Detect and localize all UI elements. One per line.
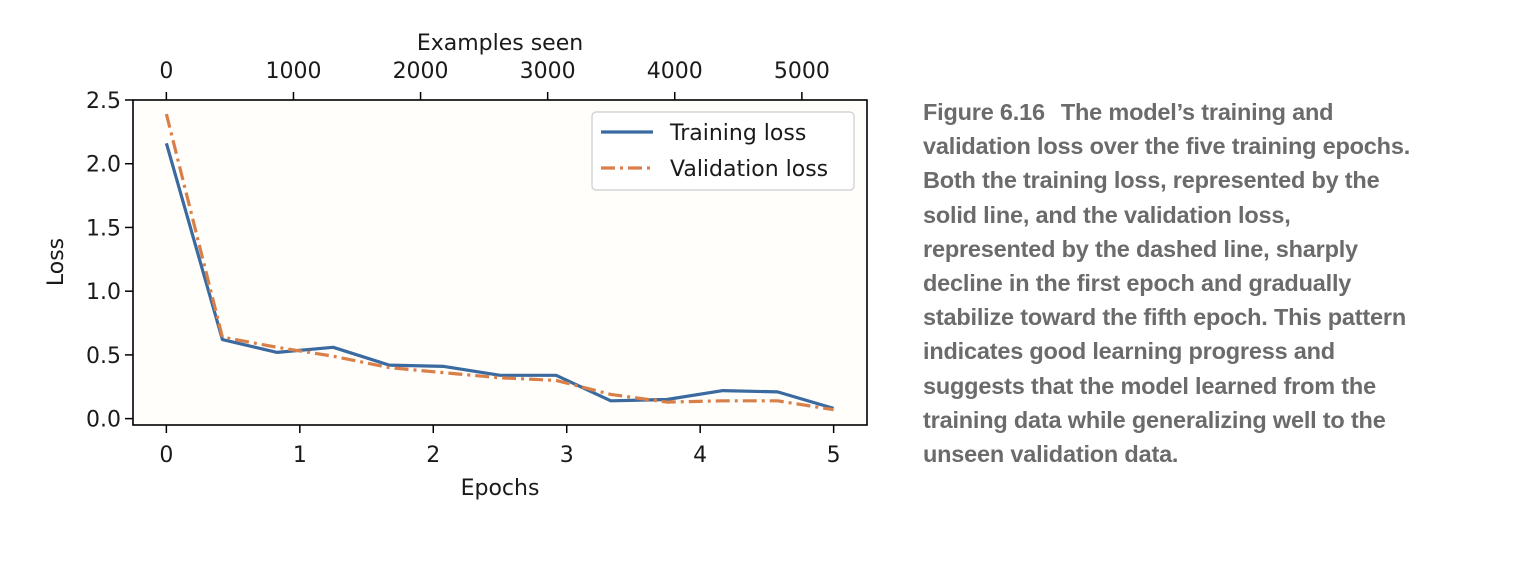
legend-box xyxy=(591,111,855,191)
x-tick-label: 1 xyxy=(293,443,307,468)
series-line-0 xyxy=(164,142,835,410)
top-x-tick-label: 5000 xyxy=(774,59,830,84)
y-tick-label: 0.5 xyxy=(86,344,121,369)
top-x-tick-label: 2000 xyxy=(393,59,449,84)
y-axis-label: Loss xyxy=(44,238,69,286)
y-tick-label: 1.5 xyxy=(86,216,121,241)
figure-caption-text: The model’s training and validation loss… xyxy=(923,99,1411,468)
top-x-tick-label: 0 xyxy=(159,59,173,84)
y-tick-label: 0.0 xyxy=(86,408,121,433)
top-x-tick-label: 1000 xyxy=(265,59,321,84)
x-tick-label: 3 xyxy=(560,443,574,468)
loss-chart-svg: 0 1 2 3 4 5 0.0 0.5 1.0 1.5 2.0 2.5 0 1000 2000 3000 4… xyxy=(44,31,868,501)
loss-chart: 0 1 2 3 4 5 0.0 0.5 1.0 1.5 2.0 2.5 0 1000 2000 3000 4… xyxy=(44,31,868,501)
series-line-1 xyxy=(164,113,834,412)
plot-frame xyxy=(132,99,868,426)
y-tick-label: 2.5 xyxy=(86,89,121,114)
x-tick-label: 2 xyxy=(426,443,440,468)
legend: Training loss Validation loss xyxy=(591,111,855,191)
x-tick-label: 0 xyxy=(159,443,173,468)
x-tick-label: 4 xyxy=(693,443,707,468)
figure-caption: Figure 6.16 The model’s training and vali… xyxy=(923,95,1423,471)
legend-label-validation-loss: Validation loss xyxy=(670,157,828,182)
x-axis-label: Epochs xyxy=(461,476,540,501)
figure-caption-label: Figure 6.16 xyxy=(923,99,1045,125)
top-x-tick-label: 4000 xyxy=(647,59,703,84)
x-tick-label: 5 xyxy=(827,443,841,468)
top-x-axis-label: Examples seen xyxy=(417,31,583,56)
y-tick-label: 1.0 xyxy=(86,280,121,305)
top-x-tick-label: 3000 xyxy=(520,59,576,84)
legend-label-training-loss: Training loss xyxy=(669,121,806,146)
y-tick-label: 2.0 xyxy=(86,153,121,178)
